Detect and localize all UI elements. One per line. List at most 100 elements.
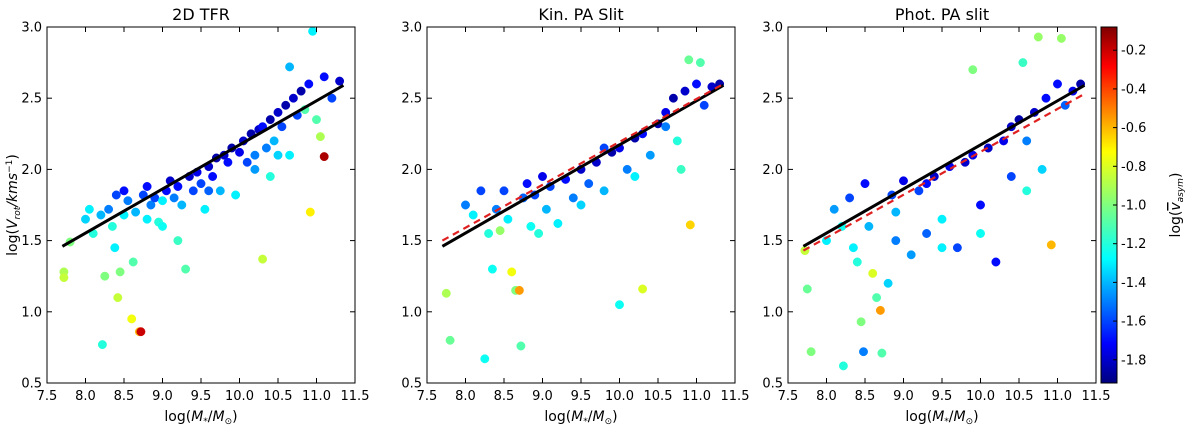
data-point [169, 193, 179, 203]
data-point [676, 164, 686, 174]
data-point [258, 254, 268, 264]
x-tick-label: 9.0 [532, 389, 553, 404]
panel-title: Phot. PA slit [895, 5, 989, 24]
data-point [231, 190, 241, 200]
data-point [484, 229, 494, 238]
data-point [838, 361, 848, 371]
data-point [181, 264, 191, 274]
data-point [695, 58, 705, 68]
data-point [914, 186, 924, 196]
y-tick-label: 0.5 [21, 377, 42, 392]
data-point [516, 341, 526, 351]
data-point [534, 229, 544, 238]
data-point [204, 186, 214, 196]
data-point [142, 214, 152, 224]
x-tick-label: 8.0 [75, 389, 96, 404]
data-point [976, 229, 985, 238]
data-point [269, 136, 279, 146]
data-point [553, 219, 563, 228]
x-tick-label: 11.5 [721, 389, 750, 404]
data-point [906, 250, 916, 260]
data-point [1046, 240, 1056, 250]
data-point [223, 157, 233, 167]
data-point [883, 278, 893, 288]
data-point [265, 115, 275, 125]
data-point [685, 220, 695, 230]
colorbar-tick-label: -0.8 [1121, 160, 1146, 175]
data-point [305, 207, 315, 217]
data-point [142, 182, 152, 191]
tfr-fit-line [441, 84, 725, 248]
data-point [983, 143, 993, 153]
data-point [622, 164, 632, 174]
colorbar-tick-label: -1.8 [1121, 353, 1146, 368]
data-point [81, 214, 90, 224]
y-ticks: 0.5 1.0 1.5 2.0 2.5 3.0 [401, 21, 735, 392]
data-point [113, 293, 123, 303]
data-point [859, 347, 868, 357]
data-point [991, 257, 1001, 267]
data-point [461, 200, 470, 210]
data-point [802, 284, 812, 294]
data-point [327, 93, 337, 103]
data-point [480, 354, 490, 364]
data-point [304, 79, 314, 89]
data-point [541, 204, 551, 214]
data-point [273, 150, 283, 160]
x-tick-label: 11.0 [1043, 389, 1072, 404]
x-ticks: 7.5 8.0 8.5 9.0 9.5 10.0 10.5 11.0 11.5 [37, 27, 369, 404]
data-point [568, 193, 578, 203]
x-tick-label: 11.0 [302, 389, 331, 404]
data-point [630, 172, 640, 181]
data-point [158, 196, 167, 206]
data-point [119, 186, 129, 196]
x-tick-label: 10.5 [644, 389, 673, 404]
x-tick-label: 10.5 [1005, 389, 1034, 404]
data-points [441, 55, 725, 364]
x-tick-label: 10.0 [966, 389, 995, 404]
data-point [146, 200, 156, 210]
y-tick-label: 3.0 [21, 21, 42, 36]
data-point [872, 293, 882, 303]
y-tick-label: 3.0 [401, 21, 422, 36]
data-point [173, 236, 183, 246]
data-points [59, 26, 345, 350]
data-point [860, 179, 870, 189]
y-tick-label: 2.0 [21, 163, 42, 178]
y-tick-label: 2.5 [401, 92, 422, 107]
data-point [899, 176, 908, 186]
data-points [800, 32, 1086, 371]
data-point [638, 284, 648, 294]
data-point [487, 264, 497, 274]
data-point [250, 164, 260, 174]
data-point [937, 243, 947, 253]
fit-lines [802, 84, 1086, 252]
data-point [852, 257, 862, 267]
data-point [200, 204, 210, 214]
y-tick-label: 0.5 [401, 377, 422, 392]
x-tick-label: 8.0 [455, 389, 476, 404]
data-point [668, 93, 678, 103]
data-point [115, 267, 125, 277]
data-point [127, 314, 137, 324]
data-point [104, 204, 114, 214]
data-point [672, 136, 682, 146]
x-axis-label: log(M*/M⊙) [905, 409, 978, 427]
data-point [1022, 186, 1032, 196]
x-ticks: 7.5 8.0 8.5 9.0 9.5 10.0 10.5 11.0 11.5 [417, 27, 750, 404]
data-point [1006, 172, 1016, 181]
data-point [288, 93, 298, 103]
data-point [1033, 32, 1043, 42]
y-ticks: 0.5 1.0 1.5 2.0 2.5 3.0 [762, 21, 1096, 392]
panel-kin-pa-slit: Kin. PA Slit 7.5 8.0 8.5 9.0 9.5 10.0 10.5 11.0… [401, 5, 749, 427]
x-tick-label: 9.5 [932, 389, 953, 404]
data-point [680, 86, 690, 96]
data-point [1037, 164, 1047, 174]
data-point [891, 207, 901, 217]
colorbar-label: log(vasym) [1168, 173, 1186, 238]
data-point [285, 150, 295, 160]
colorbar-tick-label: -1.4 [1121, 276, 1146, 291]
colorbar-tick-label: -0.4 [1121, 82, 1146, 97]
data-point [265, 172, 275, 181]
fit-lines [61, 84, 345, 248]
